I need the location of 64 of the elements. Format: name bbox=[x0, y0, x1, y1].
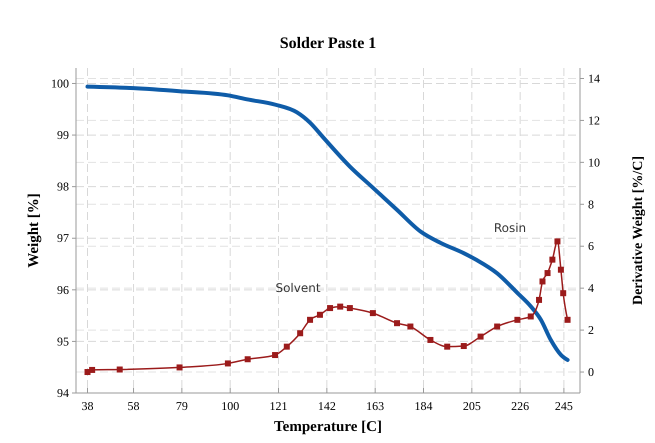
x-tick-label: 79 bbox=[176, 399, 188, 413]
point bbox=[272, 352, 278, 358]
x-tick-label: 245 bbox=[554, 399, 573, 413]
point bbox=[539, 278, 546, 284]
point bbox=[407, 324, 414, 330]
point bbox=[370, 310, 376, 316]
point bbox=[316, 312, 323, 318]
point bbox=[549, 256, 556, 263]
y2-tick-label: 8 bbox=[588, 197, 594, 212]
y2-axis-title: Derivative Weight [%/C] bbox=[631, 156, 646, 306]
y-tick-label: 97 bbox=[57, 231, 69, 246]
point bbox=[297, 330, 304, 336]
point bbox=[327, 305, 334, 312]
point bbox=[560, 290, 566, 296]
point bbox=[494, 324, 500, 330]
x-tick-label: 142 bbox=[318, 399, 336, 413]
y2-tick-label: 4 bbox=[588, 281, 594, 296]
point bbox=[244, 356, 251, 362]
y-tick-label: 94 bbox=[57, 386, 69, 400]
x-tick-label: 100 bbox=[221, 399, 240, 413]
point bbox=[444, 344, 450, 350]
point bbox=[427, 336, 434, 343]
point bbox=[284, 344, 290, 350]
x-tick-label: 38 bbox=[82, 399, 94, 413]
x-tick-label: 163 bbox=[366, 399, 384, 413]
y-tick-label: 100 bbox=[51, 76, 69, 90]
x-tick-label: 58 bbox=[128, 399, 140, 413]
y-tick-label: 96 bbox=[57, 282, 69, 297]
chart-title: Solder Paste 1 bbox=[280, 35, 376, 52]
x-axis-title: Temperature [C] bbox=[274, 419, 382, 435]
point bbox=[337, 304, 344, 310]
y-tick-label: 95 bbox=[57, 334, 69, 348]
point bbox=[544, 270, 551, 276]
y-tick-label: 98 bbox=[57, 180, 69, 194]
point bbox=[394, 320, 400, 326]
point bbox=[224, 360, 231, 366]
point bbox=[554, 238, 560, 244]
point bbox=[116, 366, 123, 373]
x-tick-label: 121 bbox=[270, 399, 288, 413]
point bbox=[460, 343, 467, 350]
y-tick-label: 99 bbox=[57, 128, 69, 142]
x-tick-label: 226 bbox=[511, 399, 530, 413]
point bbox=[307, 316, 314, 323]
point bbox=[528, 313, 534, 320]
x-tick-label: 205 bbox=[462, 399, 481, 413]
y2-tick-label: 14 bbox=[588, 71, 600, 86]
y2-tick-label: 0 bbox=[588, 365, 594, 380]
point bbox=[478, 334, 484, 340]
line-series bbox=[86, 84, 570, 362]
point bbox=[536, 296, 542, 303]
point bbox=[176, 364, 183, 370]
y2-tick-label: 10 bbox=[588, 155, 600, 170]
point bbox=[346, 305, 353, 312]
annotation: Solvent bbox=[275, 281, 321, 295]
point bbox=[558, 266, 564, 273]
y2-tick-label: 6 bbox=[588, 239, 594, 254]
point bbox=[514, 316, 520, 323]
y-axis-title: Weight [%] bbox=[26, 193, 42, 268]
point bbox=[89, 366, 96, 373]
y2-tick-label: 2 bbox=[588, 323, 594, 338]
y2-tick-label: 12 bbox=[588, 113, 600, 128]
point bbox=[564, 316, 571, 323]
annotation: Rosin bbox=[494, 221, 526, 235]
x-tick-label: 184 bbox=[414, 399, 433, 413]
